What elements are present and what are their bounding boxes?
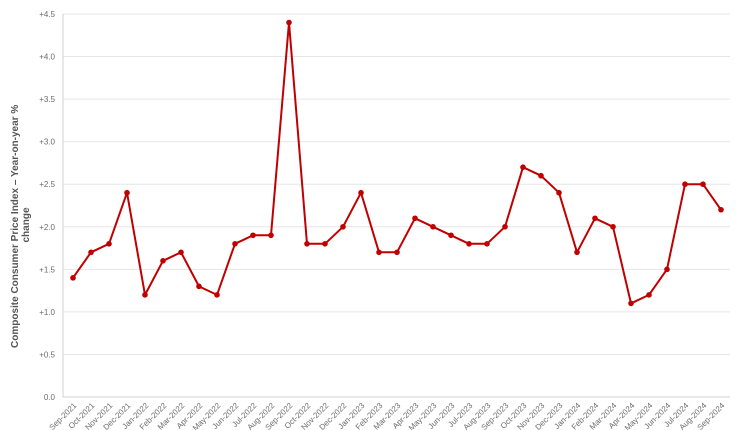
data-point: [196, 283, 202, 290]
data-point: [682, 181, 688, 188]
data-point: [70, 275, 76, 281]
data-point: [556, 189, 562, 196]
data-point: [124, 189, 130, 196]
data-point: [430, 223, 436, 230]
y-tick-label: 0.0: [44, 393, 56, 402]
data-point: [484, 241, 490, 247]
data-point: [664, 266, 670, 273]
y-tick-label: +2.0: [39, 223, 55, 232]
x-axis: Sep-2021Oct-2021Nov-2021Dec-2021Jan-2022…: [48, 396, 730, 430]
data-point: [178, 249, 184, 256]
data-point: [142, 292, 148, 298]
data-point: [520, 164, 526, 170]
data-point: [160, 258, 166, 264]
data-point: [610, 223, 616, 230]
data-point: [628, 300, 634, 307]
data-point: [286, 19, 292, 26]
data-point: [466, 241, 472, 247]
gridlines: [63, 13, 730, 398]
data-point: [646, 292, 652, 298]
y-axis-label: Composite Consumer Price Index – Year-on…: [10, 102, 32, 348]
data-point: [502, 223, 508, 230]
data-point: [376, 249, 382, 256]
data-point: [718, 206, 724, 213]
y-tick-label: +0.5: [39, 350, 55, 359]
data-point: [358, 189, 364, 196]
y-tick-label: +3.0: [39, 138, 55, 147]
data-point: [574, 249, 580, 256]
y-tick-label: +2.5: [39, 180, 55, 189]
y-tick-label: +3.5: [39, 95, 55, 104]
data-point: [412, 215, 418, 222]
data-point: [88, 249, 94, 256]
data-point: [700, 181, 706, 188]
y-axis: 0.0 +0.5 +1.0 +1.5 +2.0 +2.5 +3.0 +3.5 +4.0 +4.5: [39, 10, 64, 402]
data-point: [322, 241, 328, 247]
y-tick-label: +1.5: [39, 265, 55, 274]
data-point: [106, 241, 112, 247]
data-point: [250, 232, 256, 239]
y-tick-label: +4.5: [39, 10, 55, 19]
data-point: [394, 249, 400, 256]
series-cpi: [70, 19, 724, 307]
series-line: [72, 21, 722, 305]
data-point: [592, 215, 598, 222]
y-tick-label: +4.0: [39, 53, 55, 62]
data-point: [232, 241, 238, 247]
data-point: [214, 292, 220, 298]
data-point: [268, 232, 274, 239]
data-point: [448, 232, 454, 239]
y-axis-label-line-2: change: [21, 207, 32, 242]
y-axis-label-line-1: Composite Consumer Price Index – Year-on…: [10, 105, 21, 348]
data-point: [304, 241, 310, 247]
data-point: [538, 172, 544, 179]
data-point: [340, 223, 346, 230]
y-tick-label: +1.0: [39, 308, 55, 317]
